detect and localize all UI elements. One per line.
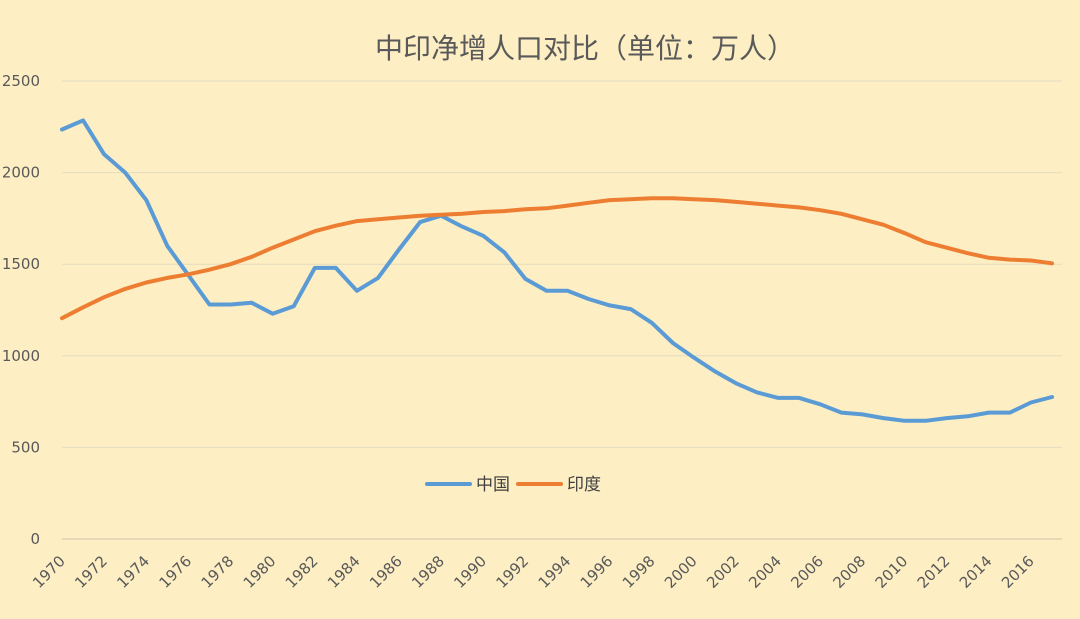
- x-tick-label: 1982: [282, 552, 322, 592]
- y-tick-label: 2500: [2, 72, 40, 90]
- x-tick-label: 1974: [113, 552, 153, 592]
- x-tick-label: 2004: [745, 552, 785, 592]
- x-tick-label: 1978: [198, 552, 238, 592]
- x-axis: 1970 1972 1974 1976 1978 1980 1982 1984 1986 1988…: [29, 552, 1038, 592]
- legend-label-china: 中国: [476, 475, 510, 495]
- x-tick-label: 1972: [71, 552, 111, 592]
- x-tick-label: 2016: [998, 552, 1038, 592]
- x-tick-label: 1980: [240, 552, 280, 592]
- series-line-china: [60, 118, 1054, 423]
- x-tick-label: 2000: [661, 552, 701, 592]
- y-tick-label: 0: [30, 530, 40, 548]
- x-tick-label: 1970: [29, 552, 69, 592]
- x-tick-label: 1994: [535, 552, 575, 592]
- series-lines: [60, 118, 1054, 423]
- x-tick-label: 2012: [914, 552, 954, 592]
- x-tick-label: 2008: [830, 552, 870, 592]
- x-tick-label: 1986: [366, 552, 406, 592]
- x-tick-label: 1998: [619, 552, 659, 592]
- x-tick-label: 2010: [872, 552, 912, 592]
- series-line-india: [60, 196, 1054, 321]
- legend: 中国 印度: [425, 475, 601, 495]
- y-tick-label: 1500: [2, 255, 40, 273]
- x-tick-label: 2014: [956, 552, 996, 592]
- gridlines: [62, 80, 1062, 540]
- x-tick-label: 1976: [155, 552, 195, 592]
- y-tick-label: 500: [11, 438, 40, 456]
- y-tick-label: 2000: [2, 164, 40, 182]
- x-tick-label: 2002: [703, 552, 743, 592]
- y-axis: 0 500 1000 1500 2000 2500: [2, 72, 40, 548]
- x-tick-label: 1984: [324, 552, 364, 592]
- x-tick-label: 1996: [577, 552, 617, 592]
- chart-title: 中印净增人口对比（单位：万人）: [375, 32, 795, 65]
- x-tick-label: 1988: [408, 552, 448, 592]
- y-tick-label: 1000: [2, 347, 40, 365]
- x-tick-label: 2006: [787, 552, 827, 592]
- x-tick-label: 1992: [493, 552, 533, 592]
- legend-label-india: 印度: [567, 475, 601, 495]
- x-tick-label: 1990: [450, 552, 490, 592]
